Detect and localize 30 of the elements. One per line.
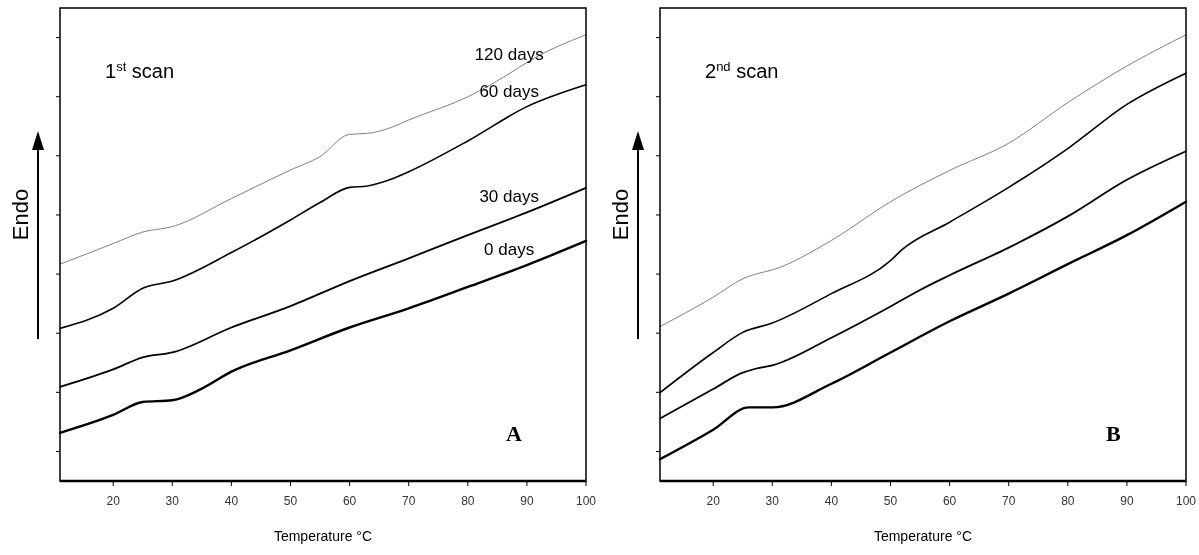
x-tick-label: 40: [824, 494, 839, 508]
x-tick-label: 100: [575, 494, 597, 508]
y-axis-title: Endo: [8, 188, 33, 241]
y-axis-title: Endo: [608, 188, 633, 241]
x-tick-label: 70: [1002, 494, 1016, 508]
series-label: 120 days: [474, 45, 544, 65]
x-axis-title: Temperature °C: [273, 528, 373, 544]
x-tick-label: 80: [461, 494, 475, 508]
x-tick-label: 90: [520, 494, 534, 508]
x-tick-label: 90: [1120, 494, 1134, 508]
x-tick-label: 30: [165, 494, 180, 508]
x-tick-label: 20: [706, 494, 721, 508]
x-tick-label: 50: [883, 494, 898, 508]
annotation: A: [506, 421, 522, 446]
x-tick-label: 40: [224, 494, 239, 508]
x-axis-title: Temperature °C: [873, 528, 973, 544]
annotation: 1$^{st}$ scan: [105, 58, 175, 82]
series-label: 0 days: [484, 240, 535, 260]
x-tick-label: 30: [765, 494, 780, 508]
x-tick-label: 20: [106, 494, 121, 508]
x-tick-label: 60: [942, 494, 957, 508]
x-tick-label: 50: [283, 494, 298, 508]
x-tick-label: 70: [402, 494, 416, 508]
annotation: B: [1106, 421, 1121, 446]
series-label: 60 days: [479, 81, 539, 101]
annotation: 2$^{nd}$ scan: [705, 58, 779, 82]
series-label: 30 days: [479, 187, 539, 207]
x-tick-label: 60: [342, 494, 357, 508]
x-tick-label: 100: [1175, 494, 1197, 508]
x-tick-label: 80: [1061, 494, 1075, 508]
